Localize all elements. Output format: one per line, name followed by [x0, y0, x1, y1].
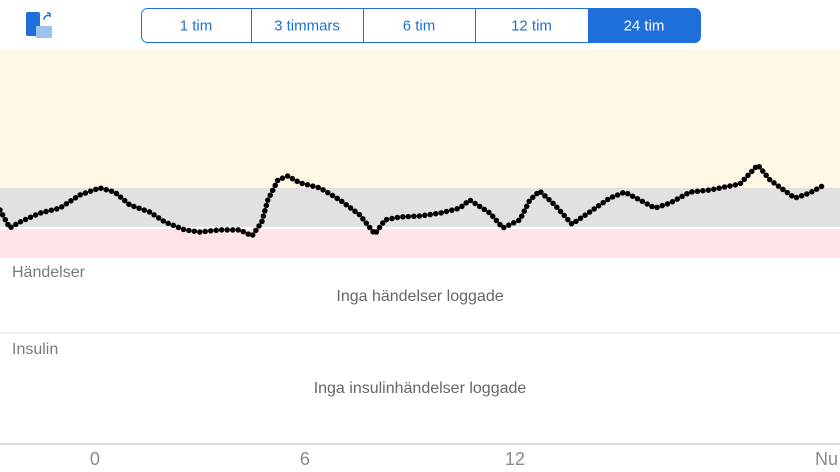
chart	[0, 50, 840, 258]
segmented-control: 1 tim 3 timmars 6 tim 12 tim 24 tim	[141, 8, 701, 43]
x-tick-label: Nu	[815, 449, 838, 469]
empty-message: Inga händelser loggade	[336, 288, 503, 305]
segment-button[interactable]: 24 tim	[624, 17, 665, 34]
segment-button[interactable]: 1 tim	[180, 17, 213, 34]
range-band	[0, 50, 840, 188]
rotate-icon[interactable]	[26, 12, 52, 38]
x-tick-label: 12	[505, 449, 525, 469]
x-tick-label: 0	[90, 449, 100, 469]
x-tick-label: 6	[300, 449, 310, 469]
segment-button[interactable]: 12 tim	[511, 17, 552, 34]
segment-button[interactable]: 3 timmars	[274, 17, 340, 34]
glucose-line	[0, 160, 829, 240]
section-title: Händelser	[12, 264, 86, 281]
segment-selected	[588, 8, 700, 43]
empty-message: Inga insulinhändelser loggade	[314, 380, 527, 397]
screen-icon	[36, 26, 52, 38]
arrow-icon	[43, 12, 51, 21]
section-title: Insulin	[12, 341, 58, 358]
segment-frame	[141, 8, 701, 43]
range-band	[0, 187, 840, 229]
segment-button[interactable]: 6 tim	[403, 17, 436, 34]
range-band	[0, 228, 840, 258]
